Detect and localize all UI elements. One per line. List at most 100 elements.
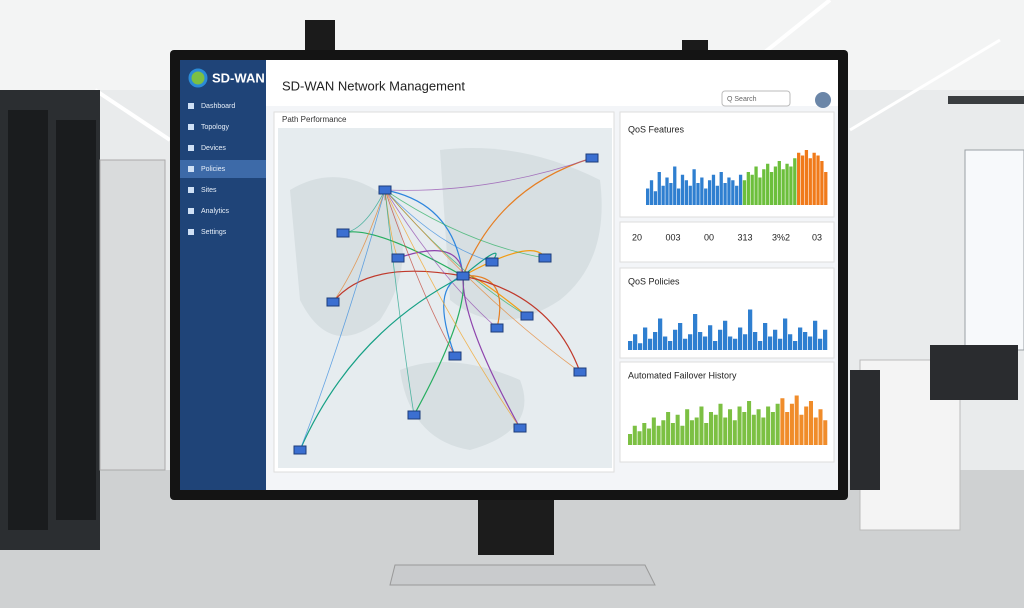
network-link	[342, 231, 464, 277]
bar	[799, 414, 804, 445]
site-node	[391, 253, 405, 263]
bar	[808, 401, 813, 445]
bar	[804, 406, 809, 445]
bar	[768, 336, 773, 350]
bar	[723, 417, 728, 445]
network-link	[397, 250, 464, 277]
menu-item[interactable]: Topology	[201, 124, 230, 131]
bar	[793, 158, 797, 205]
server-rack	[56, 120, 96, 520]
menu-icon	[188, 124, 194, 130]
menu-item[interactable]: Devices	[201, 145, 226, 152]
site-node	[448, 351, 462, 361]
bar	[808, 336, 813, 350]
bar	[738, 174, 743, 205]
bar	[719, 172, 723, 205]
map-title: Path Performance	[282, 115, 347, 124]
stat-value: 00	[704, 232, 714, 242]
bar	[783, 318, 788, 350]
bar	[658, 318, 663, 350]
bar	[713, 414, 718, 445]
bar	[656, 425, 661, 445]
bar	[680, 174, 685, 205]
stat-value: 20	[632, 232, 642, 242]
bar	[642, 423, 647, 445]
network-link	[384, 189, 456, 357]
search-box[interactable]	[721, 90, 791, 107]
bar	[769, 172, 774, 205]
site-node	[293, 445, 307, 455]
bar	[766, 406, 771, 445]
bar	[785, 163, 789, 205]
bar	[653, 191, 658, 205]
bar	[789, 403, 794, 445]
avatar[interactable]	[815, 92, 831, 108]
bar	[747, 401, 752, 445]
search-placeholder[interactable]: Q Search	[727, 96, 757, 103]
network-link	[384, 189, 546, 259]
bar	[753, 332, 758, 350]
site-node	[520, 311, 534, 321]
bar	[812, 152, 816, 205]
menu-item[interactable]: Sites	[201, 187, 217, 194]
site-node	[585, 153, 599, 163]
bar	[820, 161, 824, 205]
bar	[778, 338, 783, 350]
bar	[763, 323, 768, 350]
bar	[743, 334, 748, 350]
bar	[711, 174, 716, 205]
bar	[699, 406, 704, 445]
site-node	[538, 253, 552, 263]
bar	[713, 341, 718, 350]
bar	[750, 174, 754, 205]
bar	[816, 155, 820, 205]
bar	[748, 309, 753, 350]
menu-item[interactable]: Analytics	[201, 208, 230, 215]
bar	[688, 185, 692, 205]
menu-item[interactable]: Settings	[201, 229, 227, 236]
bar	[643, 327, 648, 350]
bar	[793, 341, 798, 350]
monitor-neck	[478, 490, 554, 555]
menu-icon	[188, 229, 194, 235]
bar	[648, 338, 653, 350]
chart-title: Automated Failover History	[628, 370, 737, 380]
bar	[794, 395, 799, 445]
bar	[703, 336, 708, 350]
network-link	[332, 189, 386, 303]
bar	[661, 185, 665, 205]
bar	[823, 329, 828, 350]
bar	[818, 338, 823, 350]
network-link	[462, 157, 593, 277]
bar	[797, 152, 801, 205]
menu-item[interactable]: Dashboard	[201, 103, 235, 110]
logo: SD-WAN	[212, 70, 265, 85]
bar	[770, 412, 775, 445]
bar	[798, 327, 803, 350]
bar	[683, 338, 688, 350]
window	[964, 149, 1024, 351]
bar	[758, 177, 762, 205]
bar	[723, 183, 727, 205]
network-link	[384, 189, 464, 277]
menu-icon	[188, 166, 194, 172]
background-monitor	[930, 345, 1018, 400]
bar	[653, 332, 658, 350]
bar	[680, 425, 685, 445]
sidebar	[180, 60, 266, 490]
network-link	[462, 275, 501, 329]
bar	[638, 343, 643, 350]
bar	[661, 420, 666, 445]
menu-item[interactable]: Policies	[201, 166, 226, 173]
menu-icon	[188, 187, 194, 193]
bar	[781, 169, 785, 205]
bar	[723, 320, 728, 350]
menu-active	[180, 160, 266, 178]
site-node	[485, 257, 499, 267]
bar	[718, 329, 723, 350]
logo-icon	[188, 68, 208, 88]
bar	[696, 183, 700, 205]
bar	[735, 185, 739, 205]
bar	[813, 417, 818, 445]
bar	[728, 409, 733, 445]
